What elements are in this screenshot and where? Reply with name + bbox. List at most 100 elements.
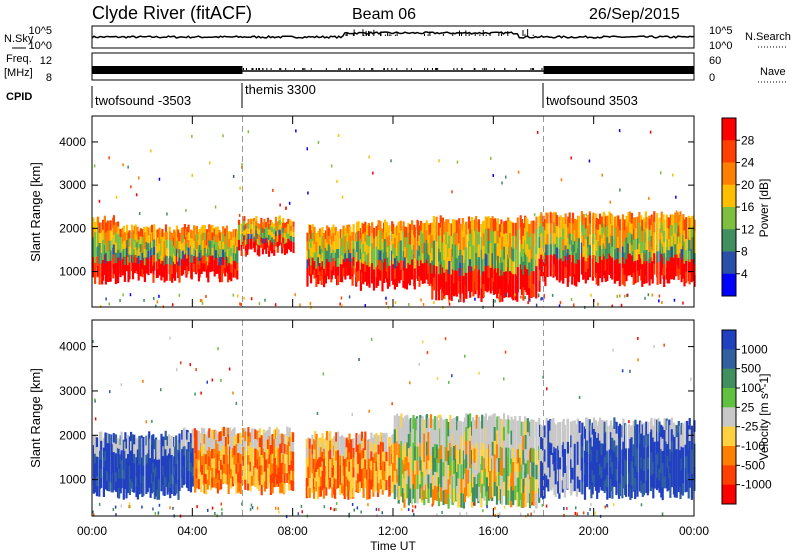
echo-cell — [615, 421, 618, 435]
scatter-cell — [151, 419, 153, 423]
echo-cell — [597, 218, 600, 231]
echo-cell — [648, 262, 651, 275]
scatter-cell — [478, 371, 480, 375]
freq-dot — [371, 68, 373, 70]
echo-cell — [366, 275, 369, 286]
echo-cell — [331, 438, 334, 449]
echo-cell — [621, 267, 624, 280]
scatter-cell — [250, 297, 253, 301]
echo-cell — [206, 441, 209, 452]
echo-cell — [393, 268, 396, 280]
scatter-cell — [178, 293, 181, 297]
echo-cell — [211, 232, 214, 241]
echo-cell — [114, 222, 117, 233]
echo-cell — [242, 238, 245, 245]
echo-cell — [509, 233, 512, 247]
echo-cell — [691, 237, 694, 249]
echo-cell — [183, 246, 186, 255]
echo-cell — [102, 457, 105, 468]
echo-cell — [588, 419, 591, 432]
echo-cell — [375, 277, 378, 288]
echo-cell — [559, 236, 562, 249]
echo-cell — [141, 260, 144, 270]
echo-cell — [195, 264, 198, 273]
echo-cell — [509, 220, 512, 234]
echo-cell — [388, 265, 391, 277]
echo-cell — [214, 265, 218, 274]
scatter-cell — [115, 195, 118, 199]
echo-cell — [289, 220, 292, 227]
echo-cell — [147, 251, 150, 260]
echo-cell — [95, 456, 98, 467]
scatter-cell — [418, 362, 421, 366]
echo-cell — [283, 238, 287, 245]
echo-cell — [165, 264, 168, 273]
echo-cell — [209, 240, 212, 250]
echo-cell — [520, 464, 523, 480]
echo-cell — [659, 250, 662, 262]
echo-cell — [663, 242, 666, 254]
echo-cell — [177, 237, 180, 246]
echo-cell — [265, 430, 268, 441]
echo-cell — [136, 449, 139, 460]
echo-cell — [200, 455, 204, 466]
scatter-cell — [690, 377, 692, 381]
echo-cell — [406, 456, 409, 471]
echo-cell — [588, 234, 591, 246]
echo-cell — [211, 449, 214, 459]
echo-cell — [580, 242, 583, 254]
echo-cell — [310, 265, 313, 275]
echo-cell — [546, 234, 549, 246]
scatter-cell — [278, 510, 280, 514]
echo-cell — [465, 247, 468, 261]
echo-cell — [647, 481, 650, 494]
echo-cell — [496, 430, 499, 445]
scatter-cell — [381, 511, 383, 515]
echo-cell — [250, 239, 253, 245]
echo-cell — [289, 230, 292, 237]
echo-cell — [235, 444, 238, 455]
echo-cell — [136, 226, 139, 235]
echo-cell — [381, 280, 384, 292]
echo-cell — [215, 440, 218, 451]
echo-cell — [220, 460, 223, 471]
echo-cell — [396, 413, 399, 429]
echo-cell — [564, 213, 567, 225]
echo-cell — [573, 443, 576, 456]
echo-cell — [425, 427, 429, 443]
scatter-cell — [241, 502, 243, 506]
echo-cell — [584, 261, 587, 273]
echo-cell — [200, 250, 203, 259]
echo-cell — [237, 239, 241, 246]
echo-cell — [269, 235, 272, 241]
echo-cell — [106, 471, 109, 482]
echo-cell — [345, 437, 348, 448]
echo-cell — [502, 454, 506, 469]
freq-dot — [461, 68, 463, 70]
echo-cell — [570, 459, 573, 472]
echo-cell — [162, 465, 165, 476]
echo-cell — [477, 244, 480, 258]
echo-cell — [435, 241, 438, 255]
echo-cell — [650, 429, 653, 442]
echo-cell — [157, 489, 161, 500]
echo-cell — [178, 265, 181, 275]
echo-cell — [209, 233, 212, 242]
echo-cell — [370, 451, 373, 462]
echo-cell — [237, 472, 240, 483]
echo-cell — [373, 453, 376, 464]
echo-cell — [186, 227, 189, 236]
echo-cell — [469, 259, 472, 273]
echo-cell — [601, 227, 604, 239]
echo-cell — [385, 442, 388, 453]
echo-cell — [549, 244, 552, 256]
echo-cell — [98, 253, 101, 265]
echo-cell — [404, 415, 407, 430]
echo-cell — [382, 461, 385, 472]
echo-cell — [208, 224, 211, 233]
freq-dot — [532, 68, 534, 70]
echo-cell — [377, 444, 380, 455]
echo-cell — [540, 437, 543, 450]
echo-cell — [467, 455, 470, 471]
